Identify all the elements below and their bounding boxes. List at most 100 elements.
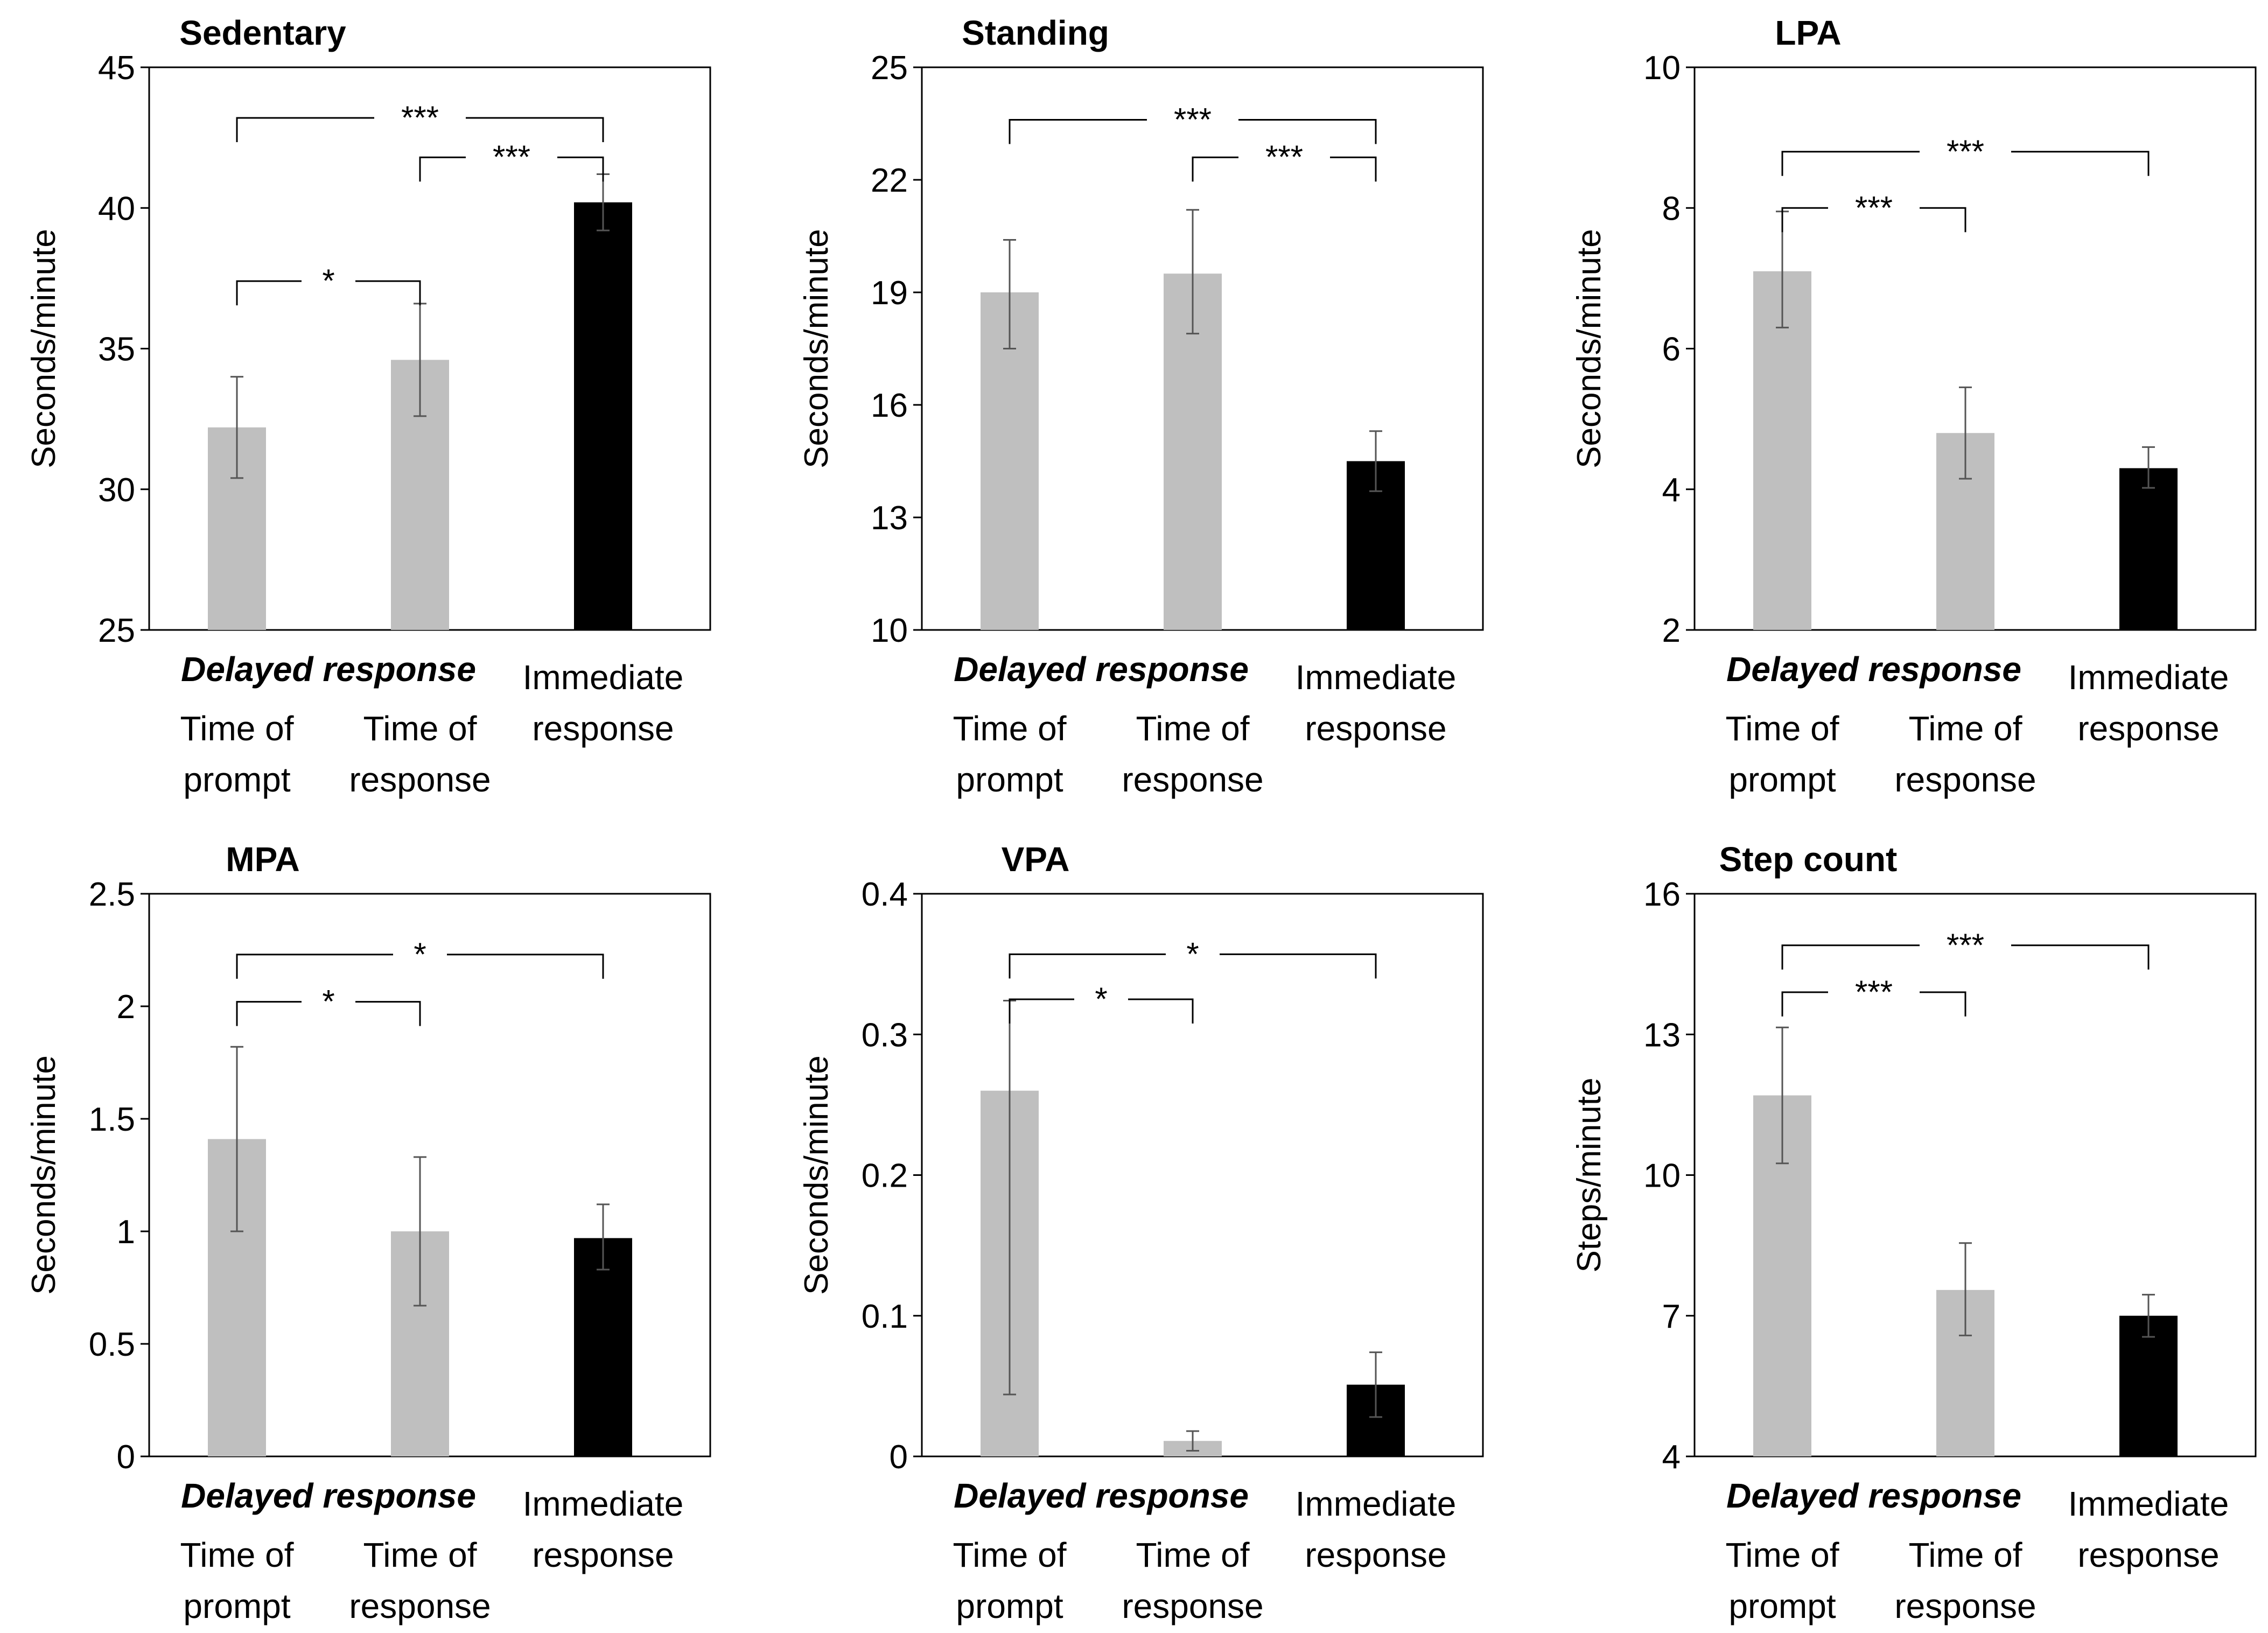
bar <box>574 202 632 630</box>
y-tick-label: 0.2 <box>862 1158 908 1195</box>
y-tick-label: 0.1 <box>862 1298 908 1335</box>
significance-label: * <box>322 263 334 299</box>
category-label: response <box>532 1536 674 1574</box>
y-tick-label: 0.5 <box>89 1326 135 1363</box>
chart-title: Standing <box>962 13 1109 52</box>
category-label: Time of <box>1136 709 1250 748</box>
category-label: Immediate <box>2068 658 2229 697</box>
y-axis-label: Seconds/minute <box>25 1055 62 1295</box>
bar <box>574 1238 632 1456</box>
category-label: response <box>1305 709 1446 748</box>
significance-bracket <box>1009 998 1194 1024</box>
y-tick-label: 4 <box>1662 1439 1681 1476</box>
group-label: Delayed response <box>1726 650 2021 689</box>
y-tick-label: 2 <box>1662 612 1681 649</box>
y-axis-label: Seconds/minute <box>798 1055 835 1295</box>
category-label: Time of <box>1909 709 2022 748</box>
chart-panel-6: Step count 4 7 10 13 16 Steps/minute *** *** Dela… <box>1571 840 2257 1625</box>
significance-bracket <box>1781 151 2150 176</box>
significance-label: *** <box>1947 927 1984 963</box>
y-tick-label: 35 <box>98 331 135 368</box>
category-label: prompt <box>1728 760 1836 799</box>
y-tick-label: 0 <box>890 1439 908 1476</box>
group-label: Delayed response <box>181 1476 476 1515</box>
significance-bracket <box>1009 119 1377 144</box>
y-tick-label: 0 <box>117 1439 135 1476</box>
significance-label: * <box>1186 936 1199 972</box>
chart-title: Step count <box>1719 840 1898 879</box>
y-tick-label: 2.5 <box>89 876 135 913</box>
y-tick-label: 10 <box>1643 50 1681 87</box>
category-label: prompt <box>1728 1587 1836 1625</box>
significance-bracket <box>1781 991 1966 1017</box>
significance-bracket <box>236 280 421 306</box>
significance-label: *** <box>401 100 439 136</box>
category-label: Immediate <box>2068 1484 2229 1523</box>
category-label: Time of <box>953 1536 1067 1574</box>
y-tick-label: 7 <box>1662 1298 1681 1335</box>
y-tick-label: 30 <box>98 472 135 509</box>
bar <box>1753 271 1811 630</box>
category-label: Time of <box>1726 709 1839 748</box>
significance-label: *** <box>1174 102 1212 138</box>
group-label: Delayed response <box>1726 1476 2021 1515</box>
y-tick-label: 22 <box>871 162 908 199</box>
category-label: response <box>1122 1587 1263 1625</box>
chart-panel-4: MPA 0 0.5 1 1.5 2 2.5 Seconds/minute * * Delayed r… <box>25 840 711 1625</box>
y-axis-label: Seconds/minute <box>798 229 835 468</box>
y-tick-label: 13 <box>1643 1017 1681 1054</box>
y-tick-label: 25 <box>871 50 908 87</box>
category-label: response <box>2077 1536 2219 1574</box>
bar <box>2119 1315 2178 1456</box>
y-tick-label: 25 <box>98 612 135 649</box>
category-label: Time of <box>363 709 477 748</box>
significance-label: *** <box>1265 139 1303 175</box>
y-tick-label: 40 <box>98 190 135 227</box>
category-label: response <box>1305 1536 1446 1574</box>
category-label: response <box>1894 1587 2036 1625</box>
y-tick-label: 13 <box>871 500 908 537</box>
significance-label: * <box>322 984 334 1020</box>
category-label: Time of <box>1726 1536 1839 1574</box>
significance-label: *** <box>1947 134 1984 170</box>
significance-bracket <box>236 1001 421 1026</box>
category-label: response <box>1122 760 1263 799</box>
chart-panel-5: VPA 0 0.1 0.2 0.3 0.4 Seconds/minute * * Delayed … <box>798 840 1484 1625</box>
chart-title: VPA <box>1002 840 1070 879</box>
significance-bracket <box>236 954 604 979</box>
significance-label: *** <box>493 139 530 175</box>
y-tick-label: 10 <box>871 612 908 649</box>
category-label: response <box>349 1587 491 1625</box>
chart-panel-1: Sedentary2530354045Seconds/minute*******… <box>25 13 711 799</box>
group-label: Delayed response <box>954 1476 1249 1515</box>
y-tick-label: 1 <box>117 1214 135 1251</box>
category-label: response <box>2077 709 2219 748</box>
category-label: Time of <box>1909 1536 2022 1574</box>
chart-title: MPA <box>226 840 299 879</box>
category-label: prompt <box>956 760 1063 799</box>
significance-bracket <box>236 117 604 143</box>
y-tick-label: 8 <box>1662 190 1681 227</box>
y-axis-label: Steps/minute <box>1571 1078 1608 1273</box>
significance-bracket <box>419 156 604 182</box>
category-label: prompt <box>183 760 290 799</box>
category-label: Immediate <box>1296 658 1457 697</box>
category-label: Immediate <box>1296 1484 1457 1523</box>
significance-bracket <box>1781 207 1966 233</box>
y-tick-label: 45 <box>98 50 135 87</box>
y-tick-label: 4 <box>1662 472 1681 509</box>
group-label: Delayed response <box>954 650 1249 689</box>
significance-label: * <box>414 936 426 972</box>
y-tick-label: 10 <box>1643 1158 1681 1195</box>
category-label: Time of <box>180 1536 294 1574</box>
bar <box>2119 468 2178 630</box>
significance-bracket <box>1192 156 1377 182</box>
category-label: Time of <box>1136 1536 1250 1574</box>
chart-panel-2: Standing 10 13 16 19 22 25 Seconds/minute *** ***… <box>798 13 1484 799</box>
category-label: Time of <box>953 709 1067 748</box>
y-tick-label: 2 <box>117 989 135 1026</box>
category-label: Time of <box>363 1536 477 1574</box>
y-tick-label: 1.5 <box>89 1101 135 1138</box>
